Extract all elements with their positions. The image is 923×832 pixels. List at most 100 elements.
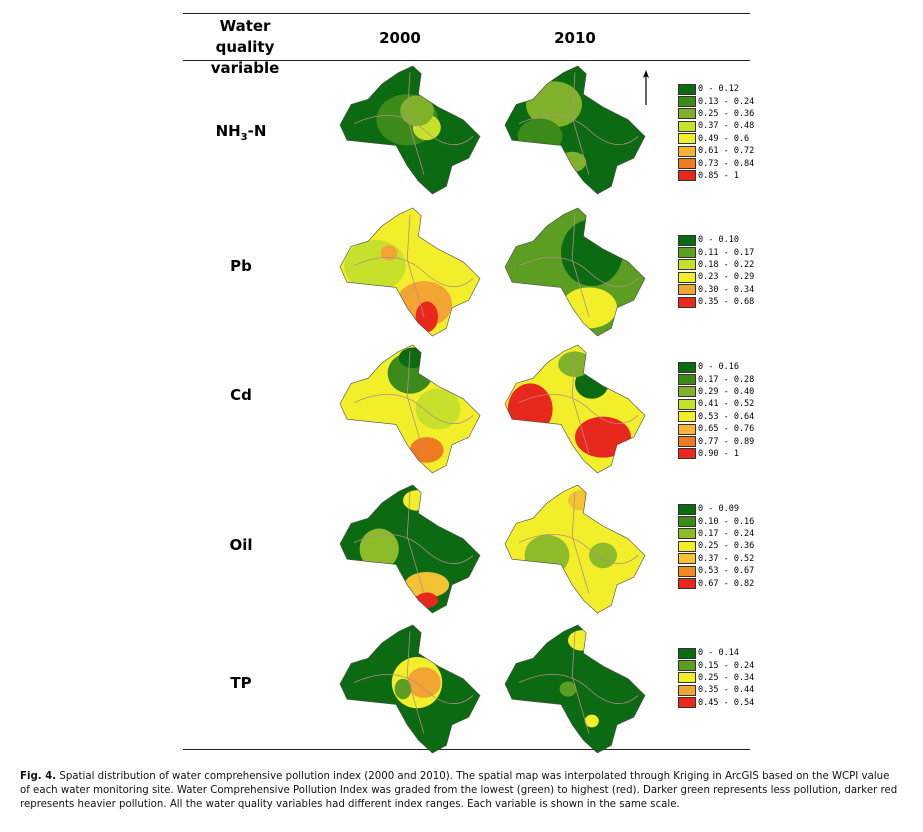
river-line — [518, 256, 639, 287]
legend-label: 0.37 - 0.52 — [698, 553, 755, 564]
legend-swatch — [678, 361, 696, 373]
pollution-zone — [398, 347, 427, 369]
river-line — [518, 533, 639, 564]
boundary-line — [406, 72, 425, 175]
nh3n-sub: 3 — [240, 132, 248, 143]
map-outline — [504, 65, 646, 195]
legend-item: 0.30 - 0.34 — [678, 284, 754, 296]
header-variable-line2: variable — [210, 59, 280, 77]
caption-label: Fig. 4. — [20, 771, 57, 782]
legend-swatch — [678, 259, 696, 271]
map-outline — [504, 484, 646, 614]
map-1-2000 — [340, 208, 480, 336]
north-arrow-icon — [643, 70, 649, 105]
legend-swatch — [678, 660, 696, 672]
legend-item: 0.61 - 0.72 — [678, 145, 754, 157]
legend-item: 0.37 - 0.48 — [678, 120, 754, 132]
legend-label: 0.37 - 0.48 — [698, 121, 755, 132]
pollution-zone — [584, 714, 599, 728]
legend-label: 0.25 - 0.36 — [698, 541, 755, 552]
legend-swatch — [678, 684, 696, 696]
legend-label: 0.11 - 0.17 — [698, 247, 755, 258]
map-outline — [504, 624, 646, 754]
pollution-zone — [415, 388, 461, 430]
legend-item: 0.85 - 1 — [678, 170, 754, 182]
river-line — [518, 114, 639, 145]
legend-label: 0.77 - 0.89 — [698, 436, 755, 447]
legend-label: 0.15 - 0.24 — [698, 660, 755, 671]
legend-tp: 0 - 0.14 0.15 - 0.24 0.25 - 0.34 0.35 - 0.4… — [678, 647, 754, 709]
legend-item: 0 - 0.09 — [678, 503, 754, 515]
legend-swatch — [678, 108, 696, 120]
boundary-line — [571, 351, 590, 454]
pollution-zone — [344, 240, 406, 292]
boundary-line — [571, 72, 590, 175]
pollution-zone — [359, 528, 399, 570]
map-outline — [339, 344, 481, 474]
header-variable-line1: Water quality — [215, 17, 275, 56]
legend-item: 0.35 - 0.68 — [678, 296, 754, 308]
legend-item: 0 - 0.16 — [678, 361, 754, 373]
legend-swatch — [678, 436, 696, 448]
legend-swatch — [678, 423, 696, 435]
map-outline — [339, 624, 481, 754]
map-outline — [504, 344, 646, 474]
pollution-zone — [404, 572, 450, 598]
pollution-zone — [526, 81, 582, 128]
river-line — [518, 673, 639, 704]
pollution-zone — [415, 301, 438, 333]
map-4-2000 — [340, 625, 480, 753]
legend-label: 0.23 - 0.29 — [698, 272, 755, 283]
legend-item: 0.23 - 0.29 — [678, 271, 754, 283]
legend-swatch — [678, 271, 696, 283]
pollution-zone — [394, 678, 412, 700]
header-year-2010: 2010 — [554, 29, 596, 47]
pollution-zone — [380, 245, 398, 261]
legend-label: 0 - 0.09 — [698, 504, 739, 515]
map-3-2010 — [505, 485, 645, 613]
legend-item: 0.73 - 0.84 — [678, 157, 755, 170]
legend-item: 0 - 0.12 — [678, 83, 754, 95]
legend-swatch — [678, 120, 696, 132]
legend-label: 0 - 0.10 — [698, 235, 739, 246]
pollution-zone — [400, 95, 434, 127]
legend-item: 0.37 - 0.52 — [678, 553, 754, 565]
legend-swatch — [678, 296, 696, 308]
legend-label: 0.29 - 0.40 — [698, 386, 755, 397]
pollution-zone — [415, 592, 438, 608]
legend-item: 0.41 - 0.52 — [678, 398, 754, 410]
map-2-2010 — [505, 345, 645, 473]
legend-label: 0.10 - 0.16 — [698, 516, 755, 527]
pollution-zone — [403, 490, 431, 511]
legend-label: 0.17 - 0.28 — [698, 374, 755, 385]
nh3n-main: NH — [215, 122, 241, 140]
pollution-maps — [339, 65, 646, 754]
legend-item: 0.90 - 1 — [678, 448, 754, 460]
legend-item: 0.13 - 0.24 — [678, 95, 754, 108]
river-line — [353, 393, 474, 424]
pollution-zone — [561, 219, 623, 287]
legend-swatch — [678, 247, 696, 259]
map-outline — [339, 65, 481, 195]
map-4-2010 — [505, 625, 645, 753]
legend-swatch — [678, 284, 696, 296]
map-0-2000 — [340, 66, 480, 194]
legend-label: 0.45 - 0.54 — [698, 697, 755, 708]
figure-caption: Fig. 4. Spatial distribution of water co… — [20, 770, 900, 812]
boundary-line — [571, 491, 590, 594]
legend-item: 0.11 - 0.17 — [678, 246, 755, 259]
map-outline — [504, 207, 646, 337]
river-line — [353, 256, 474, 287]
legend-label: 0.73 - 0.84 — [698, 158, 755, 169]
legend-pb: 0 - 0.10 0.11 - 0.17 0.18 - 0.22 0.23 - 0.2… — [678, 234, 754, 308]
boundary-line — [406, 631, 425, 734]
legend-label: 0.25 - 0.36 — [698, 108, 755, 119]
legend-item: 0.17 - 0.28 — [678, 373, 755, 386]
legend-swatch — [678, 672, 696, 684]
legend-swatch — [678, 565, 696, 577]
legend-label: 0.85 - 1 — [698, 170, 739, 181]
legend-swatch — [678, 83, 696, 95]
legend-item: 0.25 - 0.36 — [678, 108, 754, 120]
pollution-zone — [558, 151, 587, 173]
pollution-zone — [559, 681, 577, 697]
